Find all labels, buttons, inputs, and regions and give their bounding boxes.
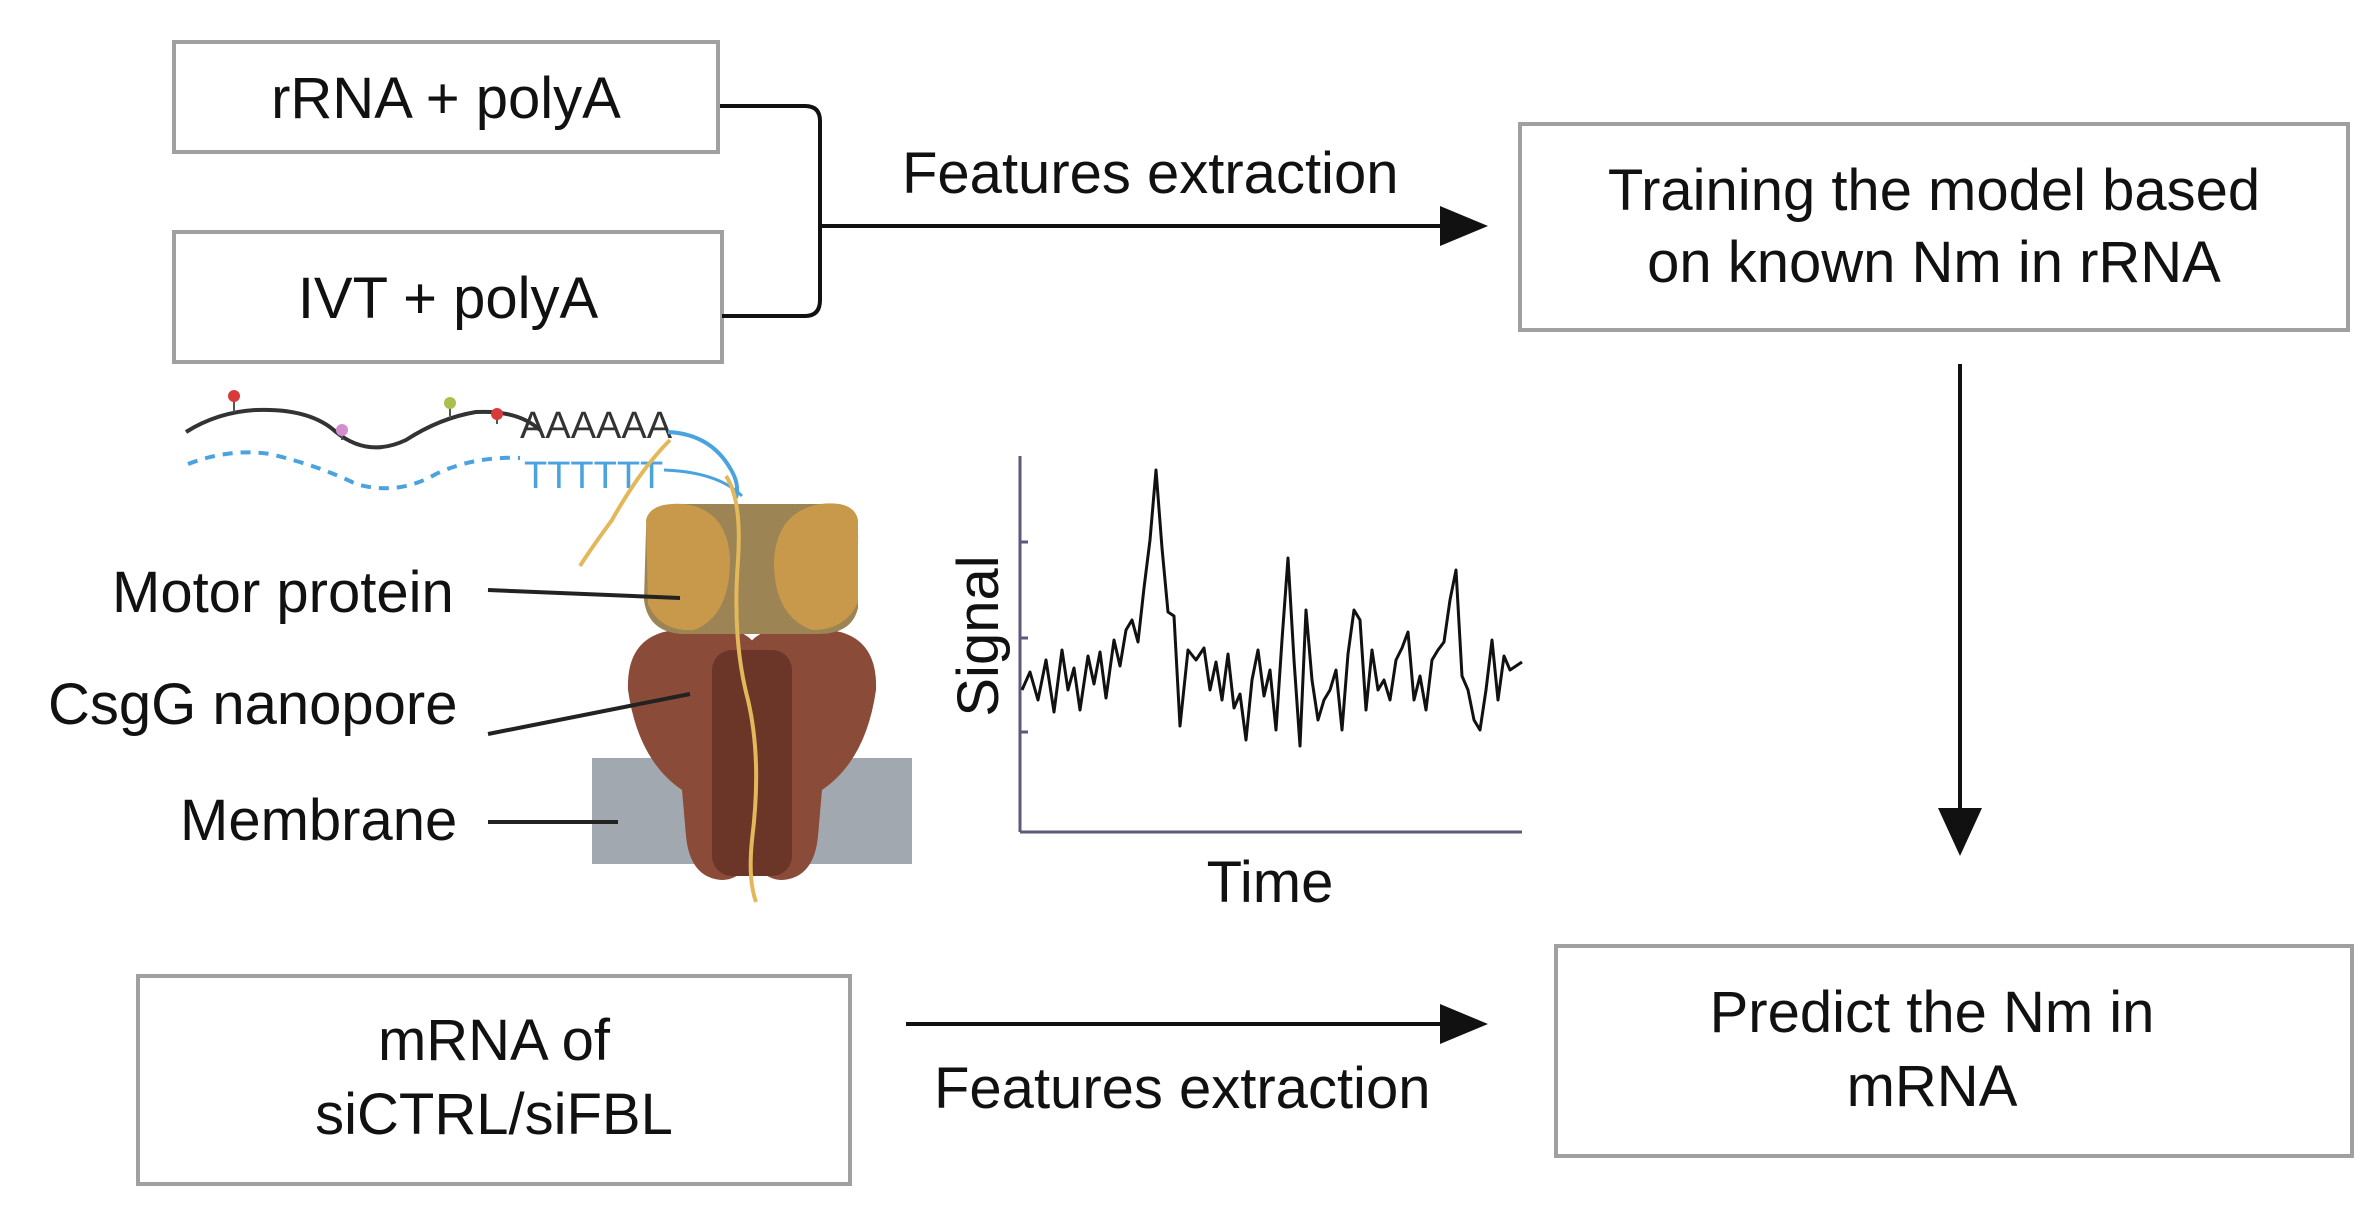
signal-y-label: Signal <box>946 555 1011 716</box>
training-line-1: Training the model based <box>1608 158 2260 223</box>
ivt-polya-box: IVT + polyA <box>172 230 724 364</box>
rrna-polya-box: rRNA + polyA <box>172 40 720 154</box>
bottom-features-arrow <box>906 1004 1488 1044</box>
predict-line-1: Predict the Nm in <box>1710 980 2155 1045</box>
csgg-nanopore <box>627 630 877 880</box>
nanopore-illustration: AAAAAA TTTTTT Motor protein CsgG nanopor… <box>48 390 912 903</box>
motor-protein <box>644 503 859 634</box>
motor-protein-label: Motor protein <box>112 560 454 625</box>
training-line-2: on known Nm in rRNA <box>1647 230 2221 295</box>
predict-nm-box: Predict the Nm in mRNA <box>1554 944 2354 1158</box>
ivt-polya-text: IVT + polyA <box>298 266 599 331</box>
rna-through-pore <box>578 438 672 568</box>
vertical-arrow <box>1938 364 1982 856</box>
rrna-polya-text: rRNA + polyA <box>271 66 621 131</box>
csgg-nanopore-label: CsgG nanopore <box>48 672 457 737</box>
mrna-line-1: mRNA of <box>378 1008 611 1073</box>
signal-plot: Signal Time <box>946 456 1523 915</box>
membrane-label: Membrane <box>180 788 457 853</box>
modification-marks <box>228 390 503 440</box>
top-features-label: Features extraction <box>902 141 1398 206</box>
input-merge-bracket <box>720 104 822 318</box>
top-features-arrow <box>820 206 1488 246</box>
mrna-line-2: siCTRL/siFBL <box>315 1082 673 1147</box>
poly-t-adapter: TTTTTT <box>524 455 663 497</box>
predict-line-2: mRNA <box>1847 1054 2018 1119</box>
rna-strand <box>184 407 542 450</box>
training-model-box: Training the model based on known Nm in … <box>1518 122 2350 332</box>
bottom-features-label: Features extraction <box>934 1056 1430 1121</box>
signal-trace <box>1020 468 1523 748</box>
complementary-strand <box>187 450 521 491</box>
mrna-sample-box: mRNA of siCTRL/siFBL <box>136 974 852 1186</box>
poly-a-tail: AAAAAA <box>520 405 673 447</box>
signal-x-label: Time <box>1207 850 1334 915</box>
